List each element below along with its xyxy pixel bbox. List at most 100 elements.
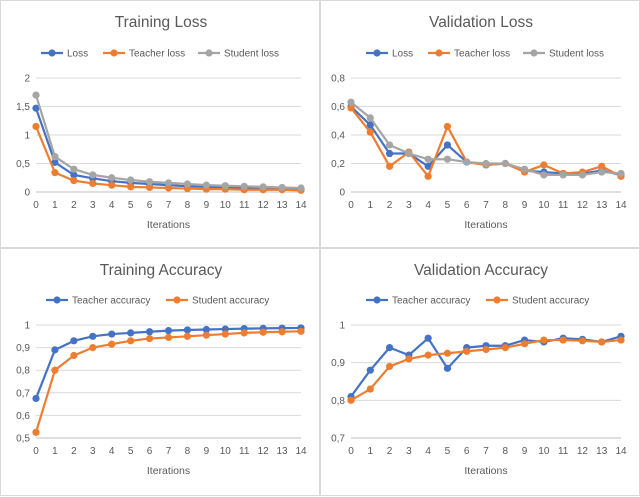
validation-loss-point-teacher-loss-2 (385, 162, 394, 170)
validation-loss-xtick-label-14: 14 (615, 200, 627, 211)
training-accuracy-series-line-student-accuracy (34, 330, 302, 433)
training-loss-point-student-loss-6 (145, 178, 154, 186)
validation-loss-point-teacher-loss-10 (540, 161, 548, 169)
validation-loss-point-student-loss-8 (501, 159, 509, 168)
validation-accuracy-legend-label-teacher-accuracy: Teacher accuracy (392, 296, 470, 307)
validation-accuracy-xtick-label-5: 5 (445, 446, 451, 457)
validation-loss-point-student-loss-9 (520, 165, 529, 173)
validation-accuracy-xtick-label-14: 14 (615, 446, 627, 457)
validation-accuracy-ytick-label-1: 0,8 (331, 396, 345, 407)
validation-loss-point-teacher-loss-0 (347, 104, 355, 112)
validation-accuracy-xtick-label-0: 0 (348, 446, 354, 457)
validation-accuracy-ytick-label-2: 0,9 (331, 358, 345, 369)
training-loss-point-student-loss-0 (32, 91, 40, 99)
validation-accuracy-point-student-accuracy-7 (482, 345, 490, 354)
training-accuracy-ytick-label-2: 0,7 (16, 388, 30, 399)
validation-accuracy-point-teacher-accuracy-2 (385, 344, 394, 352)
validation-loss-xtick-label-2: 2 (387, 200, 393, 211)
validation-loss-point-student-loss-10 (540, 171, 548, 179)
validation-loss-point-student-loss-12 (578, 171, 587, 179)
training-loss-point-student-loss-3 (89, 171, 97, 179)
training-accuracy-ytick-label-3: 0,8 (16, 366, 30, 377)
training-loss-point-student-loss-7 (164, 179, 173, 187)
training-accuracy-point-teacher-accuracy-6 (145, 328, 154, 336)
validation-loss-xtick-label-3: 3 (406, 200, 412, 211)
training-accuracy-point-teacher-accuracy-7 (164, 327, 173, 335)
validation-accuracy-point-student-accuracy-8 (501, 344, 509, 352)
training-loss-xtick-label-12: 12 (258, 200, 270, 211)
training-accuracy-point-teacher-accuracy-2 (70, 337, 78, 345)
training-loss-point-teacher-loss-6 (145, 183, 154, 192)
training-loss-point-student-loss-8 (183, 180, 192, 188)
validation-accuracy-xtick-label-2: 2 (387, 446, 393, 457)
validation-loss-ytick-label-0: 0 (339, 188, 345, 199)
validation-accuracy-point-teacher-accuracy-4 (424, 334, 432, 342)
validation-accuracy-point-student-accuracy-12 (578, 337, 587, 345)
validation-loss-point-student-loss-7 (482, 159, 490, 168)
validation-loss-point-loss-1 (366, 121, 374, 129)
training-loss-ytick-label-4: 2 (24, 74, 30, 85)
validation-accuracy-xtick-label-4: 4 (425, 446, 431, 457)
training-accuracy-ytick-label-1: 0,6 (16, 411, 30, 422)
validation-loss-point-teacher-loss-4 (424, 172, 432, 180)
training-accuracy-xtick-label-10: 10 (220, 446, 232, 457)
training-accuracy-xtick-label-13: 13 (277, 446, 289, 457)
training-accuracy-point-student-accuracy-9 (202, 331, 210, 339)
validation-loss-point-student-loss-0 (347, 98, 355, 106)
validation-loss-xtick-label-10: 10 (538, 200, 550, 211)
validation-loss-legend-label-teacher-loss: Teacher loss (454, 49, 510, 60)
validation-loss-legend-marker-loss (373, 49, 381, 57)
validation-loss-point-student-loss-11 (559, 171, 567, 179)
training-loss-xtick-label-8: 8 (185, 200, 191, 211)
training-loss-point-teacher-loss-0 (32, 122, 40, 131)
training-accuracy-point-student-accuracy-6 (145, 334, 154, 343)
training-accuracy-xtick-label-8: 8 (185, 446, 191, 457)
training-accuracy-point-student-accuracy-0 (32, 428, 40, 436)
validation-loss-point-student-loss-2 (385, 141, 394, 149)
training-loss-point-teacher-loss-5 (127, 183, 135, 191)
training-accuracy-xtick-label-5: 5 (128, 446, 134, 457)
training-loss-xtick-label-5: 5 (128, 200, 134, 211)
training-loss-point-student-loss-5 (127, 176, 135, 184)
training-loss-xtick-label-1: 1 (52, 200, 58, 211)
training-loss-point-teacher-loss-2 (70, 177, 78, 185)
validation-loss-point-student-loss-1 (366, 114, 374, 122)
chart-panel-training-loss: Training Loss Loss Teacher loss Student los… (0, 0, 320, 248)
validation-accuracy-point-student-accuracy-3 (405, 355, 413, 363)
validation-loss-point-student-loss-14 (617, 169, 625, 178)
training-loss-xtick-label-2: 2 (71, 200, 77, 211)
validation-accuracy-ytick-label-3: 1 (339, 321, 345, 332)
training-accuracy-point-student-accuracy-8 (183, 332, 192, 340)
training-loss-xtick-label-6: 6 (147, 200, 153, 211)
validation-loss-legend-label-loss: Loss (392, 49, 413, 60)
training-accuracy-point-student-accuracy-13 (278, 328, 286, 336)
validation-loss-ytick-label-1: 0,2 (331, 159, 345, 170)
training-accuracy-xtick-label-2: 2 (71, 446, 77, 457)
validation-loss-xtick-label-7: 7 (483, 200, 489, 211)
validation-accuracy-point-student-accuracy-10 (540, 336, 548, 344)
validation-accuracy-legend-marker-teacher-accuracy (373, 296, 381, 304)
training-accuracy-xtick-label-6: 6 (147, 446, 153, 457)
training-accuracy-point-student-accuracy-3 (89, 344, 97, 352)
training-accuracy-xtick-label-14: 14 (295, 446, 307, 457)
validation-accuracy-ytick-label-0: 0,7 (331, 434, 345, 445)
chart-svg-validation-accuracy: Validation Accuracy Teacher accuracy Stude… (331, 262, 627, 477)
training-accuracy-point-student-accuracy-12 (259, 328, 267, 336)
validation-loss-point-student-loss-13 (598, 168, 606, 176)
validation-loss-ytick-label-4: 0,8 (331, 74, 345, 85)
training-loss-xtick-label-11: 11 (239, 200, 250, 211)
training-accuracy-point-teacher-accuracy-1 (51, 346, 59, 354)
training-loss-point-student-loss-13 (278, 183, 286, 192)
training-accuracy-xtick-label-7: 7 (166, 446, 172, 457)
chart-svg-training-loss: Training Loss Loss Teacher loss Student los… (16, 14, 307, 231)
validation-loss-point-teacher-loss-1 (366, 128, 374, 136)
training-accuracy-legend-marker-student-accuracy (173, 296, 181, 304)
validation-loss-xtick-label-0: 0 (348, 200, 354, 211)
validation-accuracy-xtick-label-12: 12 (577, 446, 589, 457)
training-accuracy-xtick-label-9: 9 (204, 446, 210, 457)
training-loss-ytick-label-1: 0,5 (16, 159, 30, 170)
training-loss-ytick-label-0: 0 (24, 188, 30, 199)
training-loss-point-loss-0 (32, 104, 40, 112)
training-accuracy-legend-label-teacher-accuracy: Teacher accuracy (72, 296, 150, 307)
validation-loss-point-teacher-loss-13 (598, 162, 606, 170)
